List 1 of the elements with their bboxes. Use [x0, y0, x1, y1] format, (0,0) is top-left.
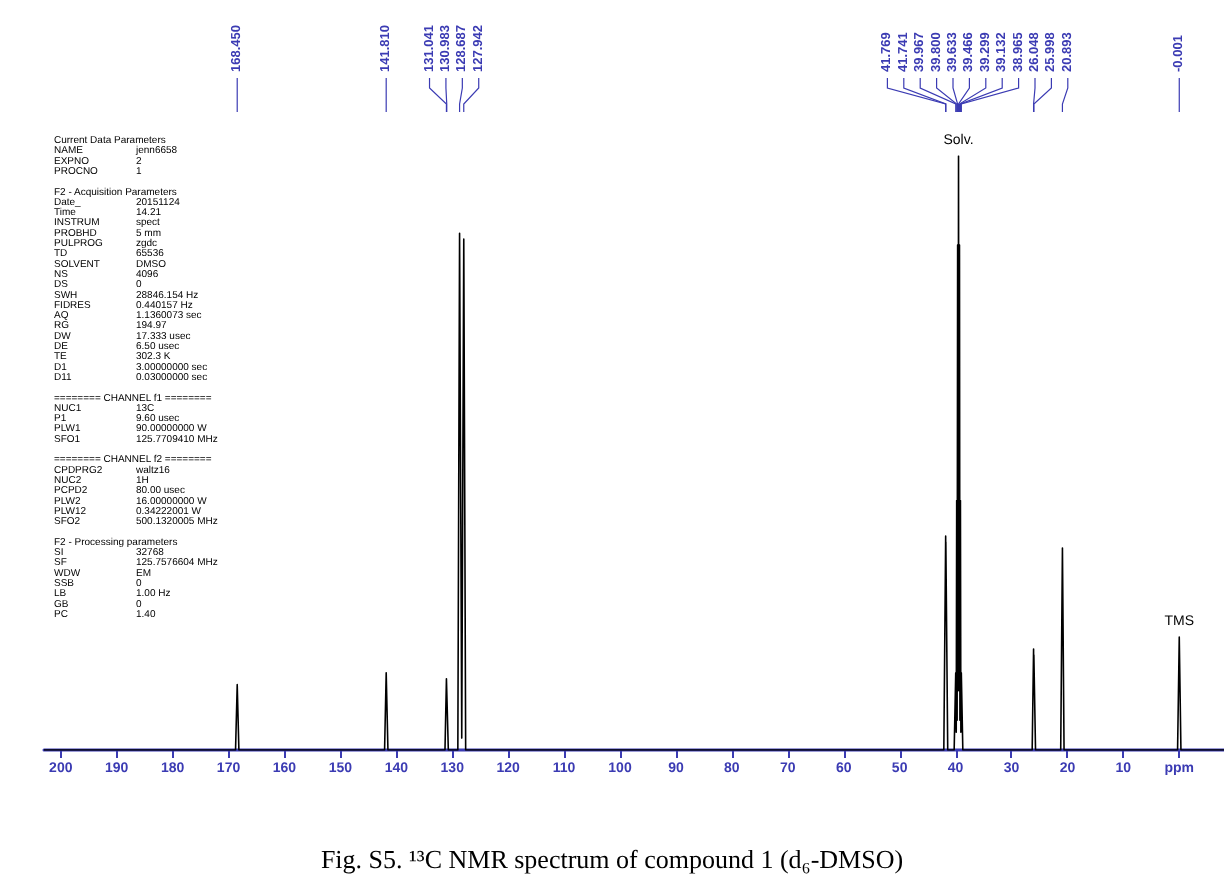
text: Fig. S5. ¹³C NMR spectrum of compound 1 (d₆-DMSO): [320, 844, 904, 874]
